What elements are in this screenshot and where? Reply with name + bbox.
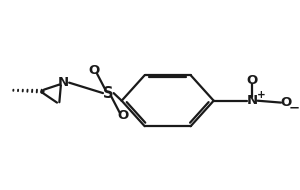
Text: −: −: [288, 102, 299, 115]
Text: O: O: [281, 96, 292, 109]
Text: O: O: [247, 74, 258, 87]
Text: S: S: [103, 86, 114, 101]
Text: O: O: [88, 64, 100, 77]
Text: N: N: [247, 94, 258, 107]
Text: N: N: [58, 76, 69, 89]
Text: O: O: [117, 109, 128, 122]
Text: +: +: [257, 90, 266, 100]
